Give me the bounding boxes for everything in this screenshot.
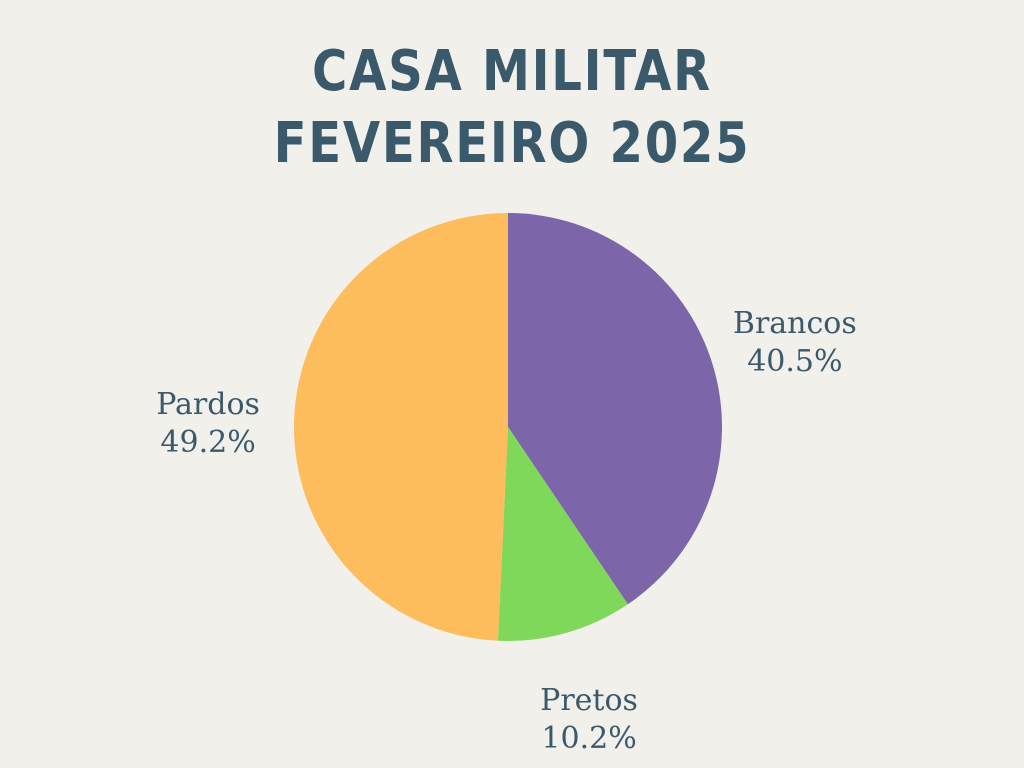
pie-slice-brancos	[508, 213, 723, 605]
slice-value-pretos: 10.2%	[541, 721, 636, 756]
chart-title-line-2: FEVEREIRO 2025	[273, 111, 751, 176]
slice-label-brancos: Brancos	[733, 306, 857, 341]
pie-slice-pardos	[293, 213, 508, 641]
pie-slice-pretos	[497, 427, 628, 641]
slice-value-pardos: 49.2%	[160, 425, 255, 460]
slice-value-brancos: 40.5%	[747, 344, 842, 379]
slice-label-pretos: Pretos	[540, 683, 638, 718]
chart-title: CASA MILITAR FEVEREIRO 2025	[72, 36, 953, 180]
chart-title-line-1: CASA MILITAR	[312, 39, 712, 104]
slice-label-pardos: Pardos	[156, 387, 260, 422]
